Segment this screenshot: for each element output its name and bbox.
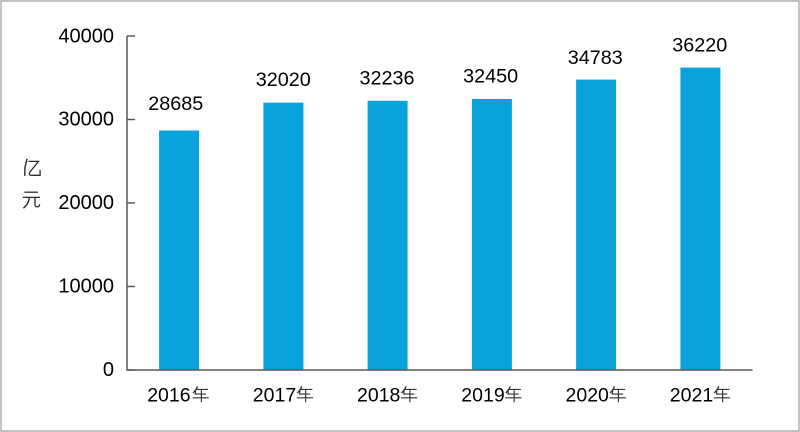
svg-text:0: 0 [103, 359, 114, 381]
svg-text:2020: 2020 [566, 384, 610, 406]
svg-text:2017: 2017 [253, 384, 296, 406]
svg-text:32020: 32020 [256, 69, 311, 91]
svg-text:36220: 36220 [672, 35, 727, 57]
svg-text:2016: 2016 [147, 384, 190, 406]
svg-text:20000: 20000 [58, 192, 114, 214]
svg-text:2021: 2021 [670, 384, 713, 406]
svg-text:34783: 34783 [568, 47, 623, 69]
svg-text:30000: 30000 [58, 109, 114, 131]
svg-text:28685: 28685 [148, 93, 203, 115]
svg-text:32450: 32450 [463, 66, 518, 88]
svg-text:40000: 40000 [58, 26, 114, 48]
svg-text:2018: 2018 [357, 384, 400, 406]
svg-text:32236: 32236 [359, 67, 414, 89]
svg-text:10000: 10000 [58, 276, 114, 298]
svg-text:2019: 2019 [461, 384, 504, 406]
